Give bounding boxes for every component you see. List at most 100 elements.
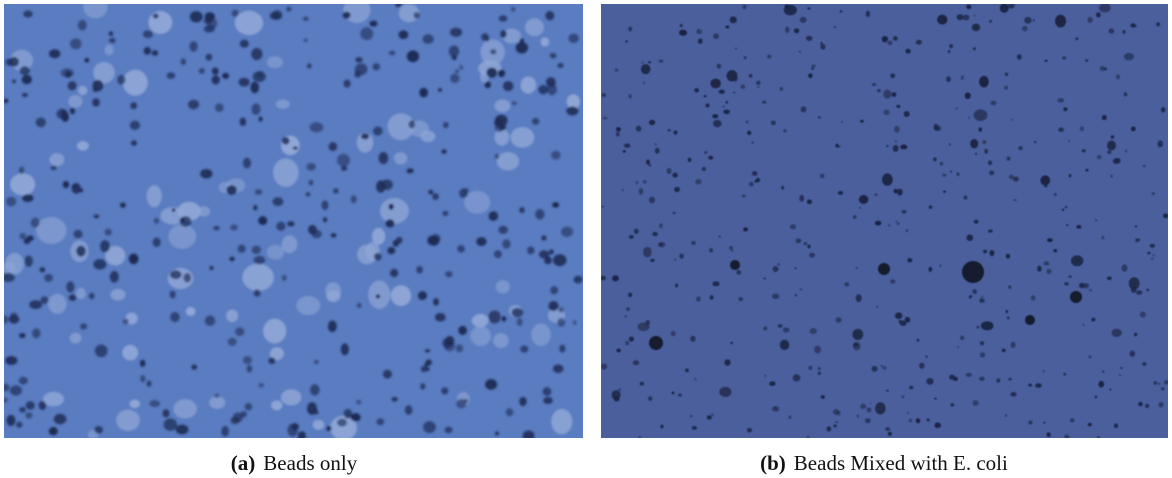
bead	[495, 115, 508, 127]
bead	[717, 64, 721, 69]
bead	[1161, 387, 1164, 390]
bead	[499, 15, 507, 22]
bead	[795, 294, 797, 296]
bead	[1157, 141, 1163, 148]
bead	[655, 148, 660, 154]
caption-b: (b)Beads Mixed with E. coli	[760, 451, 1008, 475]
bead	[287, 424, 297, 437]
bead	[767, 55, 771, 59]
bead	[896, 221, 898, 223]
bead	[329, 142, 337, 151]
bead	[984, 149, 988, 154]
bead	[231, 417, 240, 424]
bead	[939, 265, 941, 267]
bead	[485, 379, 497, 390]
bead	[168, 224, 196, 249]
bead	[222, 73, 229, 79]
bead	[671, 331, 676, 336]
bead	[498, 226, 507, 234]
bead	[633, 360, 639, 365]
bead	[989, 20, 992, 23]
bead	[287, 221, 294, 226]
bead	[282, 137, 290, 144]
bead	[512, 308, 524, 317]
bead	[1005, 73, 1008, 76]
bead	[1047, 238, 1053, 242]
bead	[40, 296, 48, 304]
bead	[1123, 30, 1126, 34]
bead	[1069, 174, 1072, 177]
bead	[780, 340, 789, 350]
bead	[1111, 135, 1114, 139]
bead	[527, 247, 534, 255]
bead	[494, 99, 510, 112]
bead	[331, 233, 337, 237]
bead	[393, 240, 399, 247]
bead	[713, 120, 721, 127]
bead	[1100, 66, 1105, 71]
bead	[1058, 127, 1064, 131]
bead	[612, 275, 619, 281]
bead	[110, 271, 119, 283]
bead	[972, 24, 980, 32]
bead	[418, 291, 427, 300]
bead	[893, 145, 899, 152]
bead	[888, 432, 892, 436]
bead	[719, 387, 731, 397]
bead	[926, 378, 933, 385]
bead	[307, 163, 316, 170]
bead	[793, 374, 801, 381]
bead	[271, 400, 282, 410]
bead	[12, 79, 16, 83]
bead	[57, 109, 68, 119]
bead	[550, 53, 557, 58]
bead	[464, 191, 490, 214]
bead	[259, 383, 264, 388]
bead	[497, 152, 519, 171]
bead	[752, 171, 758, 176]
bead	[973, 289, 977, 294]
bead	[1131, 126, 1136, 131]
bead	[643, 247, 652, 257]
bead	[977, 326, 980, 329]
bead	[704, 151, 707, 154]
bead	[10, 312, 18, 320]
bead	[1098, 381, 1104, 388]
bead	[488, 311, 500, 324]
bead	[1065, 206, 1068, 208]
bead	[968, 117, 970, 118]
bead	[790, 224, 796, 229]
bead	[885, 427, 890, 431]
bead	[164, 418, 177, 430]
bead	[170, 312, 179, 322]
bead	[183, 273, 191, 283]
bead	[840, 10, 843, 12]
bead	[463, 188, 468, 192]
bead	[659, 60, 663, 63]
bead	[982, 140, 986, 144]
bead	[980, 341, 984, 345]
bead	[1062, 209, 1064, 211]
bead	[343, 12, 351, 19]
bead	[44, 274, 53, 282]
bead	[1112, 329, 1122, 337]
bead	[957, 346, 959, 348]
bead	[200, 169, 212, 178]
bead	[600, 276, 606, 281]
bead	[425, 349, 430, 352]
bead	[449, 45, 459, 57]
bead	[61, 68, 74, 77]
bead	[1143, 165, 1146, 167]
bead	[875, 221, 882, 226]
bead	[629, 94, 632, 98]
bead	[326, 426, 332, 431]
bead	[252, 246, 261, 254]
bead	[973, 400, 979, 406]
bead	[1034, 141, 1036, 143]
bead	[652, 232, 657, 236]
bead	[821, 395, 825, 399]
bead	[650, 259, 654, 262]
bead	[950, 403, 954, 406]
bead	[642, 62, 644, 63]
bead	[22, 93, 28, 97]
